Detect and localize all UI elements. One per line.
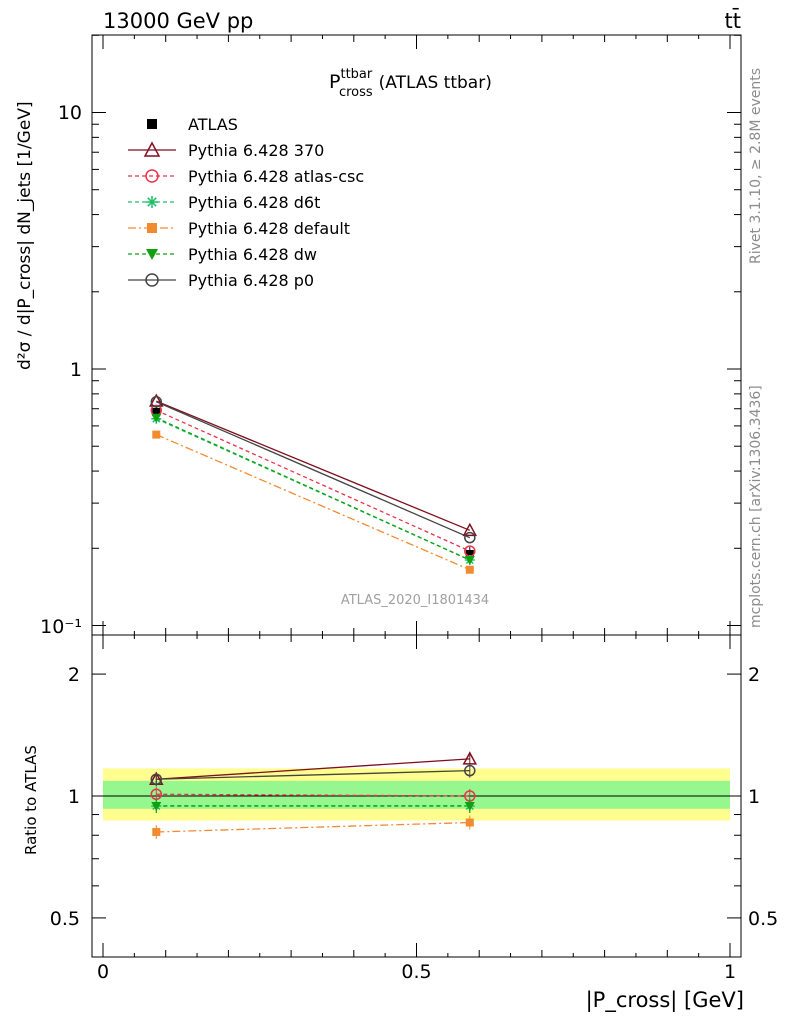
legend-label-pythia-6-428-atlas-csc: Pythia 6.428 atlas-csc [188, 167, 364, 186]
main-point-atlas [152, 407, 161, 416]
main-point-pythia-6-428-p0 [464, 531, 476, 544]
ratio-series-lines [156, 758, 470, 833]
main-line-pythia-6-428-default [156, 433, 471, 571]
legend-label-atlas: ATLAS [188, 115, 238, 134]
ratio-point-pythia-6-428-default [465, 818, 474, 827]
main-line-pythia-6-428-atlas-csc [156, 409, 471, 552]
main-series-lines [156, 400, 471, 571]
legend: ATLAS Pythia 6.428 370 Pythia 6.428 atlas-… [128, 115, 364, 290]
ratio-point-pythia-6-428-default [152, 827, 161, 836]
main-point-pythia-6-428-dw [151, 413, 162, 423]
ratio-xtick-label: 1 [724, 961, 736, 983]
main-plot-panel: Pttbar cross (ATLAS ttbar) ATLAS_2020_I180… [15, 34, 742, 638]
ratio-point-pythia-6-428-dw [151, 801, 162, 811]
legend-label-pythia-6-428-370: Pythia 6.428 370 [188, 141, 324, 160]
main-point-atlas [465, 549, 474, 558]
main-ytick-label-1: 1 [70, 359, 82, 381]
main-line-pythia-6-428-dw [156, 417, 471, 561]
ratio-plot-panel: 0.5 0.51 12 2 0 0.5 1 Ratio to ATLAS |P_cross… [22, 634, 778, 1013]
x-axis-label: |P_cross| [GeV] [586, 988, 744, 1013]
ratio-point-pythia-6-428-p0 [464, 764, 476, 777]
ratio-plot-frame [91, 634, 742, 958]
ratio-ytick-label-right: 1 [748, 786, 760, 808]
main-point-pythia-6-428-dw [464, 556, 475, 566]
ratio-point-pythia-6-428-dw [464, 801, 475, 811]
main-y-axis-label: d²σ / d|P_cross| dN_jets [1/GeV] [15, 101, 35, 370]
legend-marker-pythia-6-428-dw [146, 249, 158, 260]
main-ytick-label-10: 10 [58, 102, 82, 124]
legend-marker-pythia-6-428-atlas-csc [145, 169, 159, 183]
ratio-xtick-labels: 0 0.5 1 [97, 961, 736, 983]
ratio-ytick-label-right: 2 [748, 664, 760, 686]
legend-marker-pythia-6-428-d6t [146, 196, 158, 208]
mcplots-source-label: mcplots.cern.ch [arXiv:1306.3436] [748, 385, 764, 628]
ratio-ytick-label: 2 [68, 664, 80, 686]
ratio-xtick-label: 0 [97, 961, 109, 983]
rivet-version-label: Rivet 3.1.10, ≥ 2.8M events [748, 68, 764, 264]
main-ytick-label-0.1: 10⁻¹ [40, 616, 82, 638]
process-label: tt̄ [725, 8, 741, 33]
legend-marker-atlas [147, 119, 157, 129]
main-point-pythia-6-428-p0 [150, 396, 163, 408]
main-point-pythia-6-428-default [465, 565, 474, 574]
ratio-uncertainty-band-inner [103, 780, 730, 809]
ratio-axis-ticks [92, 635, 741, 957]
legend-marker-pythia-6-428-p0 [145, 273, 159, 287]
legend-label-pythia-6-428-d6t: Pythia 6.428 d6t [188, 193, 320, 212]
ratio-point-pythia-6-428-p0 [150, 773, 163, 785]
legend-label-pythia-6-428-dw: Pythia 6.428 dw [188, 245, 317, 264]
analysis-watermark: ATLAS_2020_I1801434 [341, 593, 489, 608]
legend-label-pythia-6-428-default: Pythia 6.428 default [188, 219, 350, 238]
ratio-line-pythia-6-428-370 [156, 758, 470, 780]
main-line-pythia-6-428-d6t [156, 418, 471, 561]
energy-label: 13000 GeV pp [103, 9, 253, 33]
main-point-pythia-6-428-default [152, 430, 161, 439]
ratio-xtick-label: 0.5 [401, 961, 431, 983]
ratio-series-markers [149, 751, 478, 839]
legend-label-pythia-6-428-p0: Pythia 6.428 p0 [188, 271, 314, 290]
ratio-ytick-labels: 0.5 0.5 1 1 2 2 [50, 664, 778, 930]
ratio-line-pythia-6-428-p0 [156, 770, 470, 780]
main-line-pythia-6-428-p0 [156, 401, 471, 539]
ratio-ytick-label-right: 0.5 [748, 908, 778, 930]
main-series-markers [149, 393, 478, 574]
legend-marker-pythia-6-428-default [147, 223, 157, 233]
main-line-pythia-6-428-370 [156, 400, 471, 531]
legend-marker-pythia-6-428-370 [143, 141, 161, 157]
ratio-ytick-label: 1 [68, 786, 80, 808]
main-point-pythia-6-428-370 [462, 522, 478, 537]
ratio-y-axis-label: Ratio to ATLAS [22, 745, 40, 855]
ratio-line-pythia-6-428-default [156, 821, 470, 833]
ratio-line-pythia-6-428-atlas-csc [156, 793, 470, 797]
ratio-ytick-label: 0.5 [50, 908, 80, 930]
plot-title: Pttbar cross (ATLAS ttbar) [329, 67, 492, 100]
